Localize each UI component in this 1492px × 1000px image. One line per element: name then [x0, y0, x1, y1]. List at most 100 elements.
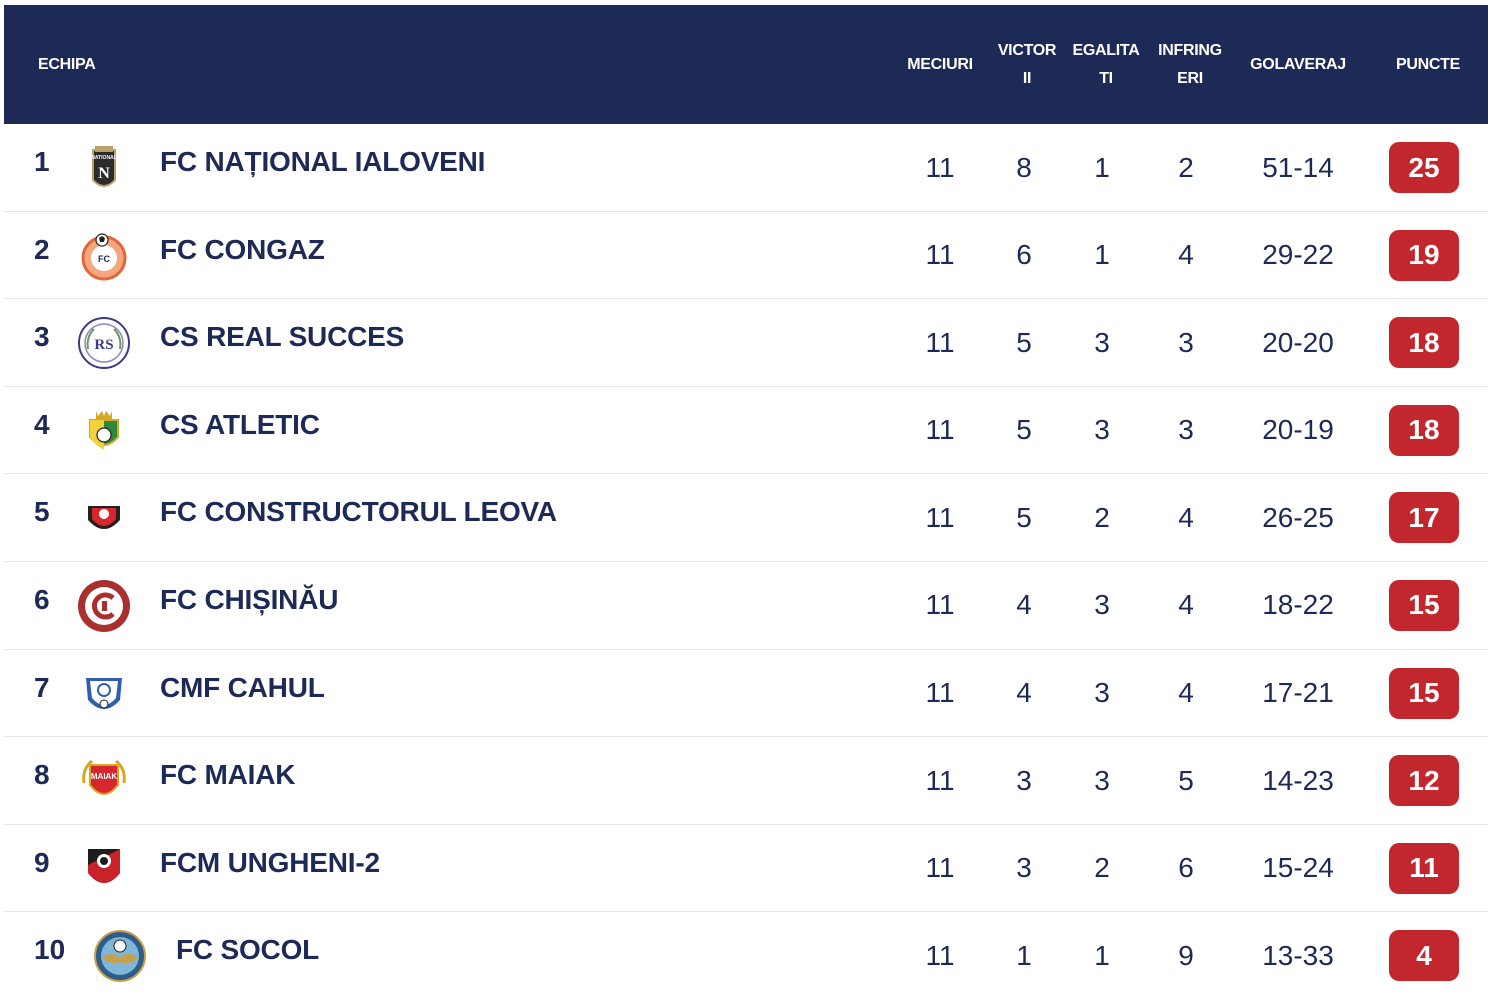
table-row[interactable]: 9 FCM UNGHENI-2 11 3 2 6 15-24 11: [4, 825, 1488, 913]
header-wins[interactable]: VICTOR II: [990, 5, 1064, 124]
position-cell: 10: [34, 934, 66, 966]
wins-cell: 4: [1016, 677, 1032, 709]
draws-cell: 1: [1094, 239, 1110, 271]
draws-cell: 3: [1094, 677, 1110, 709]
goals-cell: 14-23: [1262, 764, 1334, 796]
position-cell: 8: [34, 759, 50, 791]
nationala-crest-icon: NATIONAL N: [76, 140, 132, 196]
ungheni-crest-icon: [76, 841, 132, 897]
svg-text:MAIAK: MAIAK: [91, 772, 117, 781]
points-badge: 15: [1389, 579, 1459, 631]
header-team-label: ECHIPA: [38, 55, 96, 73]
draws-cell: 3: [1094, 589, 1110, 621]
wins-cell: 5: [1016, 414, 1032, 446]
header-wins-line1: VICTOR: [997, 41, 1057, 59]
header-wins-line2: II: [1022, 69, 1032, 87]
position-cell: 6: [34, 583, 50, 615]
table-row[interactable]: 1 NATIONAL N FC NAȚIONAL IALOVENI 11 8 1…: [4, 124, 1488, 212]
header-played[interactable]: MECIURI: [900, 5, 980, 124]
header-losses[interactable]: INFRING ERI: [1150, 5, 1230, 124]
points-badge: 18: [1389, 317, 1459, 369]
header-losses-line1: INFRING: [1158, 41, 1222, 59]
draws-cell: 3: [1094, 414, 1110, 446]
table-body: 1 NATIONAL N FC NAȚIONAL IALOVENI 11 8 1…: [4, 124, 1488, 1000]
header-played-label: MECIURI: [907, 55, 973, 73]
position-cell: 2: [34, 233, 50, 265]
points-badge: 11: [1389, 842, 1459, 894]
draws-cell: 1: [1094, 939, 1110, 971]
table-row[interactable]: 3 RS CS REAL SUCCES 11 5 3 3 20-20 18: [4, 299, 1488, 387]
played-cell: 11: [925, 151, 955, 183]
svg-text:NATIONAL: NATIONAL: [91, 155, 116, 161]
points-badge: 15: [1389, 667, 1459, 719]
wins-cell: 6: [1016, 239, 1032, 271]
table-row[interactable]: 5 FC CONSTRUCTORUL LEOVA 11 5 2 4 26-25 …: [4, 474, 1488, 562]
team-name[interactable]: FC SOCOL: [176, 934, 320, 966]
team-name[interactable]: FC CONSTRUCTORUL LEOVA: [160, 496, 557, 528]
header-points[interactable]: PUNCTE: [1388, 5, 1468, 124]
wins-cell: 3: [1016, 764, 1032, 796]
losses-cell: 9: [1178, 939, 1194, 971]
losses-cell: 3: [1178, 326, 1194, 358]
table-header: ECHIPA MECIURI VICTOR II EGALITA TI INFR…: [4, 5, 1488, 124]
team-name[interactable]: FC MAIAK: [160, 759, 296, 791]
team-name[interactable]: CS REAL SUCCES: [160, 321, 405, 353]
losses-cell: 5: [1178, 764, 1194, 796]
played-cell: 11: [925, 677, 955, 709]
table-row[interactable]: 2 FC FC CONGAZ 11 6 1 4 29-22 19: [4, 212, 1488, 300]
position-cell: 9: [34, 846, 50, 878]
wins-cell: 1: [1016, 939, 1032, 971]
team-name[interactable]: CS ATLETIC: [160, 408, 320, 440]
goals-cell: 18-22: [1262, 589, 1334, 621]
real-succes-crest-icon: RS: [76, 315, 132, 371]
team-name[interactable]: CMF CAHUL: [160, 671, 325, 703]
goals-cell: 29-22: [1262, 239, 1334, 271]
losses-cell: 4: [1178, 501, 1194, 533]
atletic-crest-icon: [76, 403, 132, 459]
position-cell: 1: [34, 146, 50, 177]
team-name[interactable]: FC CONGAZ: [160, 233, 325, 265]
team-name[interactable]: FC NAȚIONAL IALOVENI: [160, 146, 486, 177]
goals-cell: 15-24: [1262, 852, 1334, 884]
table-row[interactable]: 10 FC SOCOL 11 1 1 9 13-33 4: [4, 912, 1488, 1000]
played-cell: 11: [925, 939, 955, 971]
draws-cell: 3: [1094, 764, 1110, 796]
losses-cell: 4: [1178, 589, 1194, 621]
wins-cell: 5: [1016, 326, 1032, 358]
header-draws[interactable]: EGALITA TI: [1064, 5, 1148, 124]
header-goal-diff-label: GOLAVERAJ: [1250, 55, 1346, 73]
goals-cell: 20-19: [1262, 414, 1334, 446]
header-losses-line2: ERI: [1177, 69, 1203, 87]
chisinau-crest-icon: [76, 578, 132, 634]
header-draws-line1: EGALITA: [1072, 41, 1140, 59]
played-cell: 11: [925, 589, 955, 621]
header-team[interactable]: ECHIPA: [38, 5, 96, 124]
wins-cell: 3: [1016, 852, 1032, 884]
played-cell: 11: [925, 764, 955, 796]
header-draws-line2: TI: [1099, 69, 1113, 87]
table-row[interactable]: 7 CMF CAHUL 11 4 3 4 17-21 15: [4, 650, 1488, 738]
standings-table: ECHIPA MECIURI VICTOR II EGALITA TI INFR…: [4, 5, 1488, 1000]
table-row[interactable]: 4 CS ATLETIC 11 5 3 3 20-19 18: [4, 387, 1488, 475]
goals-cell: 13-33: [1262, 939, 1334, 971]
draws-cell: 3: [1094, 326, 1110, 358]
header-goal-diff[interactable]: GOLAVERAJ: [1238, 5, 1358, 124]
losses-cell: 4: [1178, 677, 1194, 709]
goals-cell: 20-20: [1262, 326, 1334, 358]
table-row[interactable]: 6 FC CHIȘINĂU 11 4 3 4 18-22 15: [4, 562, 1488, 650]
goals-cell: 51-14: [1262, 151, 1334, 183]
header-points-label: PUNCTE: [1396, 55, 1460, 73]
svg-text:RS: RS: [94, 337, 113, 353]
wins-cell: 4: [1016, 589, 1032, 621]
team-name[interactable]: FCM UNGHENI-2: [160, 846, 380, 878]
congaz-crest-icon: FC: [76, 228, 132, 284]
goals-cell: 17-21: [1262, 677, 1334, 709]
svg-text:N: N: [98, 165, 110, 182]
losses-cell: 6: [1178, 852, 1194, 884]
constructorul-crest-icon: [76, 490, 132, 546]
table-row[interactable]: 8 MAIAK FC MAIAK 11 3 3 5 14-23 12: [4, 737, 1488, 825]
losses-cell: 2: [1178, 151, 1194, 183]
wins-cell: 8: [1016, 151, 1032, 183]
played-cell: 11: [925, 239, 955, 271]
team-name[interactable]: FC CHIȘINĂU: [160, 583, 339, 615]
